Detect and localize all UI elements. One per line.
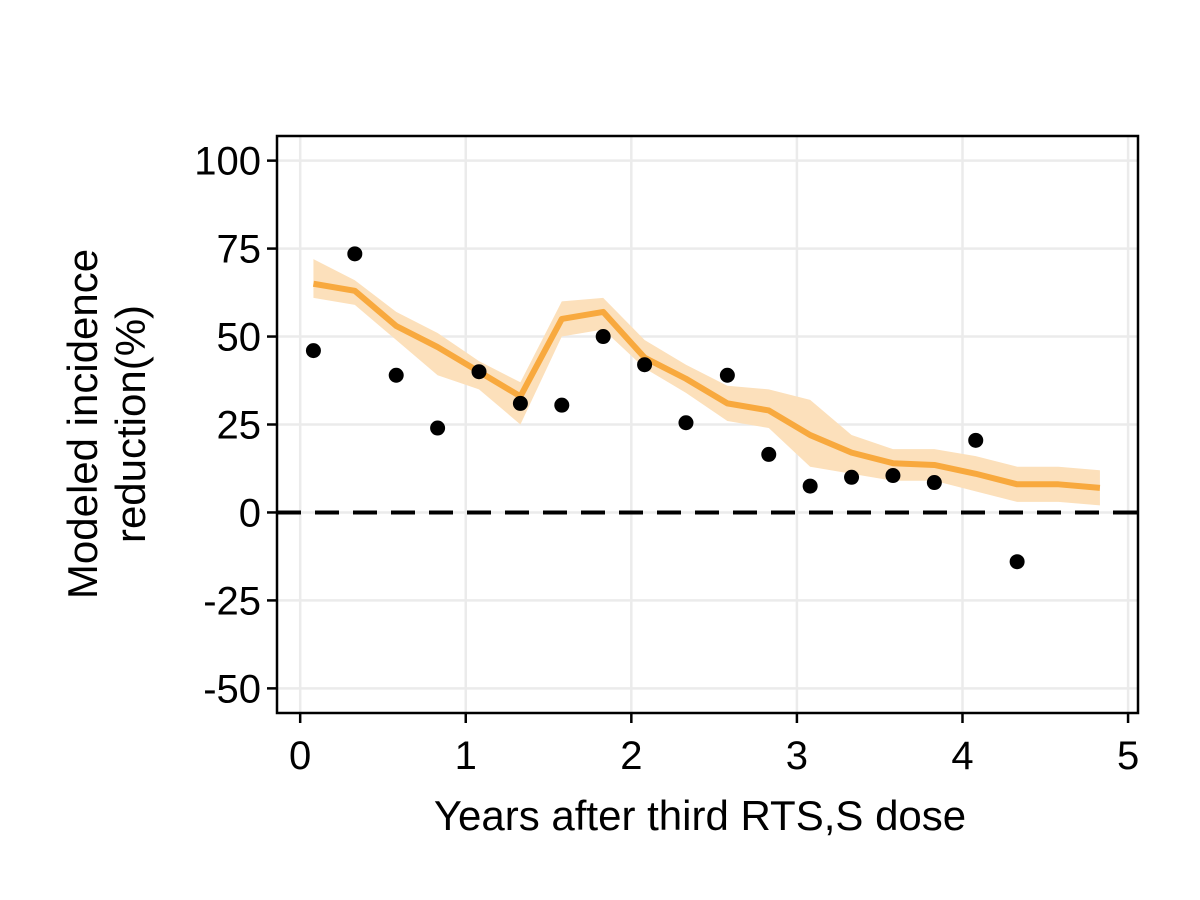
- x-tick-label-2: 2: [620, 734, 642, 778]
- observed-point-4: [471, 364, 487, 380]
- observed-points: [305, 246, 1025, 570]
- y-tick-label-6: 100: [194, 140, 261, 184]
- model-line-path: [312, 280, 1101, 491]
- observed-point-1: [347, 246, 363, 262]
- y-tick-label-5: 75: [217, 228, 262, 272]
- x-tick-label-3: 3: [786, 734, 808, 778]
- y-axis-title-line-2: reduction(%): [107, 305, 154, 543]
- observed-point-11: [761, 446, 777, 462]
- uncertainty-band: [313, 259, 1100, 506]
- observed-point-15: [926, 475, 942, 491]
- x-tick-label-5: 5: [1117, 734, 1139, 778]
- y-tick-label-3: 25: [217, 404, 262, 448]
- x-tick-label-1: 1: [455, 734, 477, 778]
- uncertainty-band-area: [313, 259, 1100, 506]
- observed-point-2: [388, 367, 404, 383]
- observed-point-0: [305, 343, 321, 359]
- observed-point-14: [885, 468, 901, 484]
- observed-point-16: [968, 432, 984, 448]
- observed-point-17: [1009, 554, 1025, 570]
- observed-point-9: [678, 415, 694, 431]
- grid: [277, 136, 1138, 713]
- observed-point-7: [595, 329, 611, 345]
- x-tick-label-0: 0: [289, 734, 311, 778]
- observed-point-3: [430, 420, 446, 436]
- y-axis: -50 -25 0 25 50 75 100: [194, 140, 277, 711]
- x-axis: 0 1 2 3 4 5: [289, 713, 1139, 778]
- observed-point-13: [844, 469, 860, 485]
- model-line: [312, 280, 1101, 491]
- observed-point-6: [554, 397, 570, 413]
- observed-point-8: [637, 357, 653, 373]
- y-tick-label-0: -50: [203, 667, 261, 711]
- y-tick-label-2: 0: [239, 491, 261, 535]
- observed-point-12: [802, 478, 818, 494]
- observed-point-10: [719, 367, 735, 383]
- x-axis-title: Years after third RTS,S dose: [434, 792, 966, 839]
- y-tick-label-1: -25: [203, 579, 261, 623]
- observed-point-5: [512, 395, 528, 411]
- y-tick-label-4: 50: [217, 316, 262, 360]
- y-axis-title-line-1: Modeled incidence: [59, 249, 106, 599]
- x-tick-label-4: 4: [951, 734, 973, 778]
